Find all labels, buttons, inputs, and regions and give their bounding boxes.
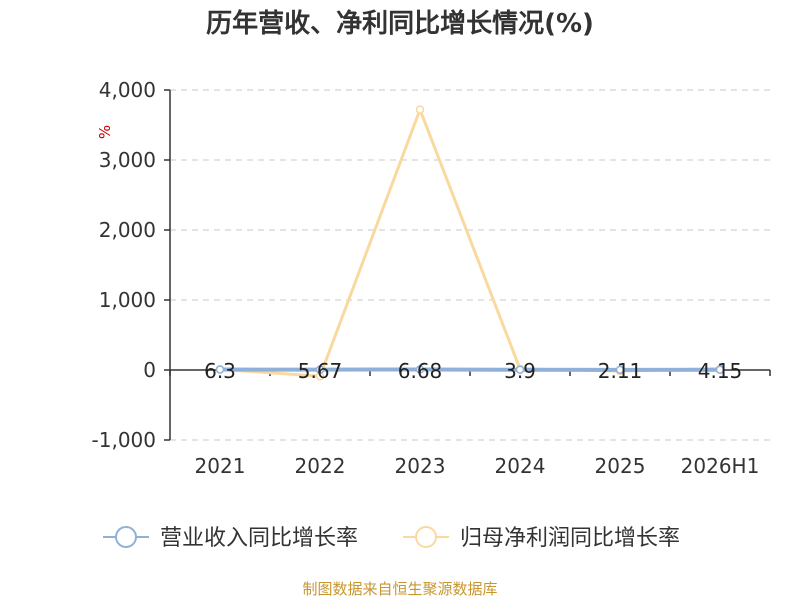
y-tick-label: 4,000 [99,78,156,102]
data-label: 3.9 [504,359,536,383]
chart-title: 历年营收、净利同比增长情况(%) [206,8,594,39]
legend-marker [115,526,137,548]
y-axis: 4,000 3,000 2,000 1,000 0 -1,000 [92,78,171,452]
legend-label: 营业收入同比增长率 [160,526,358,551]
y-tick-label: 1,000 [99,288,156,312]
gridlines [170,89,770,441]
data-point [615,365,625,375]
y-tick-label: 3,000 [99,148,156,172]
x-tick-label: 2022 [295,454,346,478]
series-lines [215,105,725,381]
data-point [315,365,325,374]
legend-marker [415,526,437,548]
x-tick-label: 2023 [395,454,446,478]
legend[interactable]: 营业收入同比增长率 归母净利润同比增长率 [103,526,680,551]
data-labels: 6.3 5.67 6.68 3.9 2.11 4.15 [204,359,742,383]
y-unit-label: % [96,125,114,139]
y-tick-label: 0 [143,358,156,382]
x-tick-label: 2024 [495,454,546,478]
data-label: 2.11 [598,359,643,383]
x-axis: 2021 2022 2023 2024 2025 2026H1 [169,369,771,478]
source-note: 制图数据来自恒生聚源数据库 [302,580,497,598]
x-tick-label: 2025 [595,454,646,478]
x-tick-label: 2026H1 [681,454,760,478]
data-label: 5.67 [298,359,343,383]
y-tick-label: -1,000 [92,428,156,452]
y-tick-label: 2,000 [99,218,156,242]
series-line-2 [219,108,721,378]
data-label: 4.15 [698,359,743,383]
legend-label: 归母净利润同比增长率 [460,526,680,551]
data-point [415,365,425,374]
data-point [515,365,525,374]
data-point [715,365,725,374]
legend-item-1[interactable]: 营业收入同比增长率 [103,526,358,551]
x-tick-label: 2021 [195,454,246,478]
data-label: 6.3 [204,359,236,383]
data-point [415,105,425,114]
data-point [215,365,225,374]
legend-item-2[interactable]: 归母净利润同比增长率 [403,526,680,551]
data-label: 6.68 [398,359,443,383]
